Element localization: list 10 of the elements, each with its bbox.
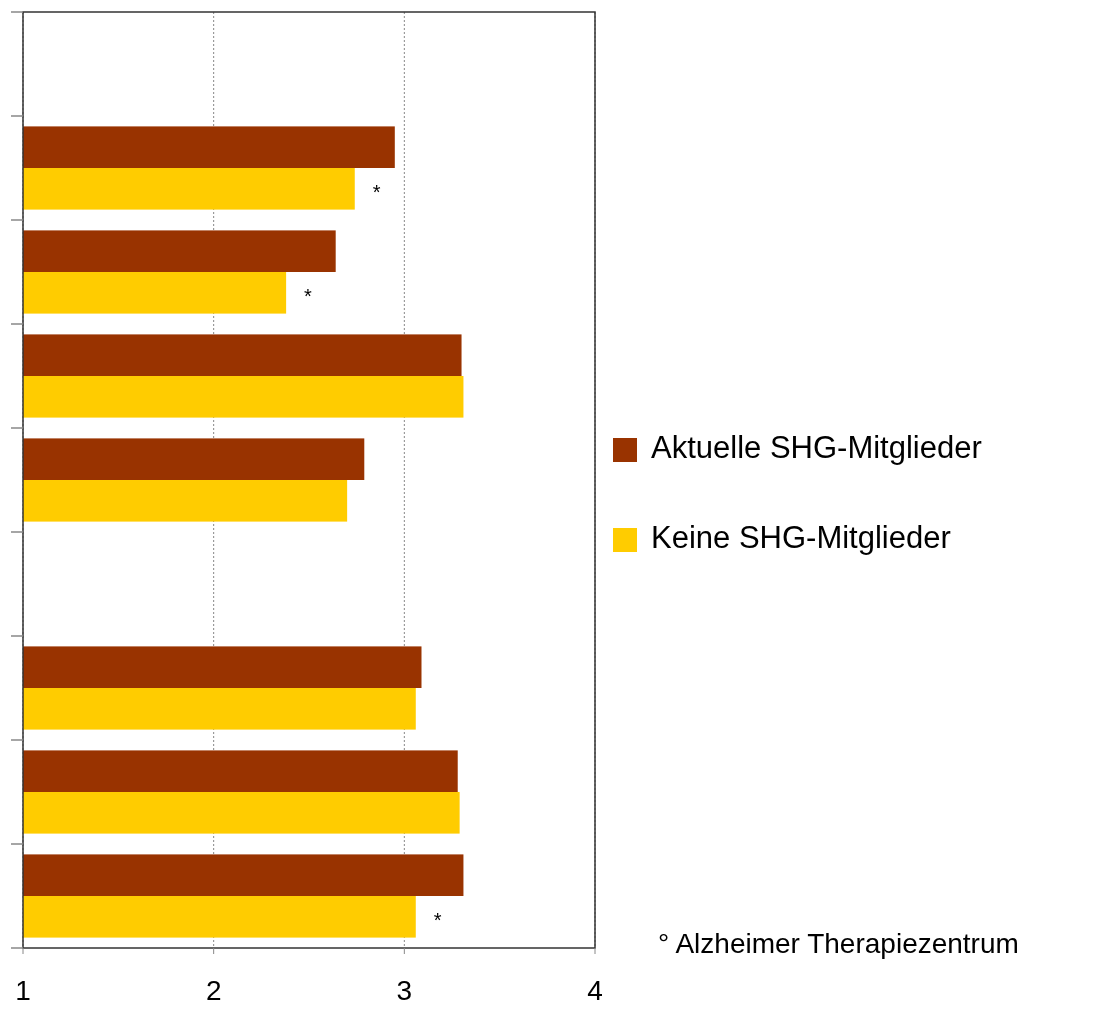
text: ° Alzheimer Therapiezentrum bbox=[658, 928, 1019, 959]
legend-label: Keine SHG-Mitglieder bbox=[651, 520, 951, 556]
data-label: * bbox=[304, 284, 313, 307]
x-tick-label: 3 bbox=[396, 975, 413, 1006]
x-tick-label: 2 bbox=[205, 975, 222, 1006]
x-tick-label: 1 bbox=[15, 975, 31, 1006]
x-tick-label: 4 bbox=[587, 975, 603, 1006]
data-label: * bbox=[372, 180, 381, 203]
data-label: * bbox=[433, 908, 442, 931]
legend-label: Aktuelle SHG-Mitglieder bbox=[651, 430, 982, 466]
